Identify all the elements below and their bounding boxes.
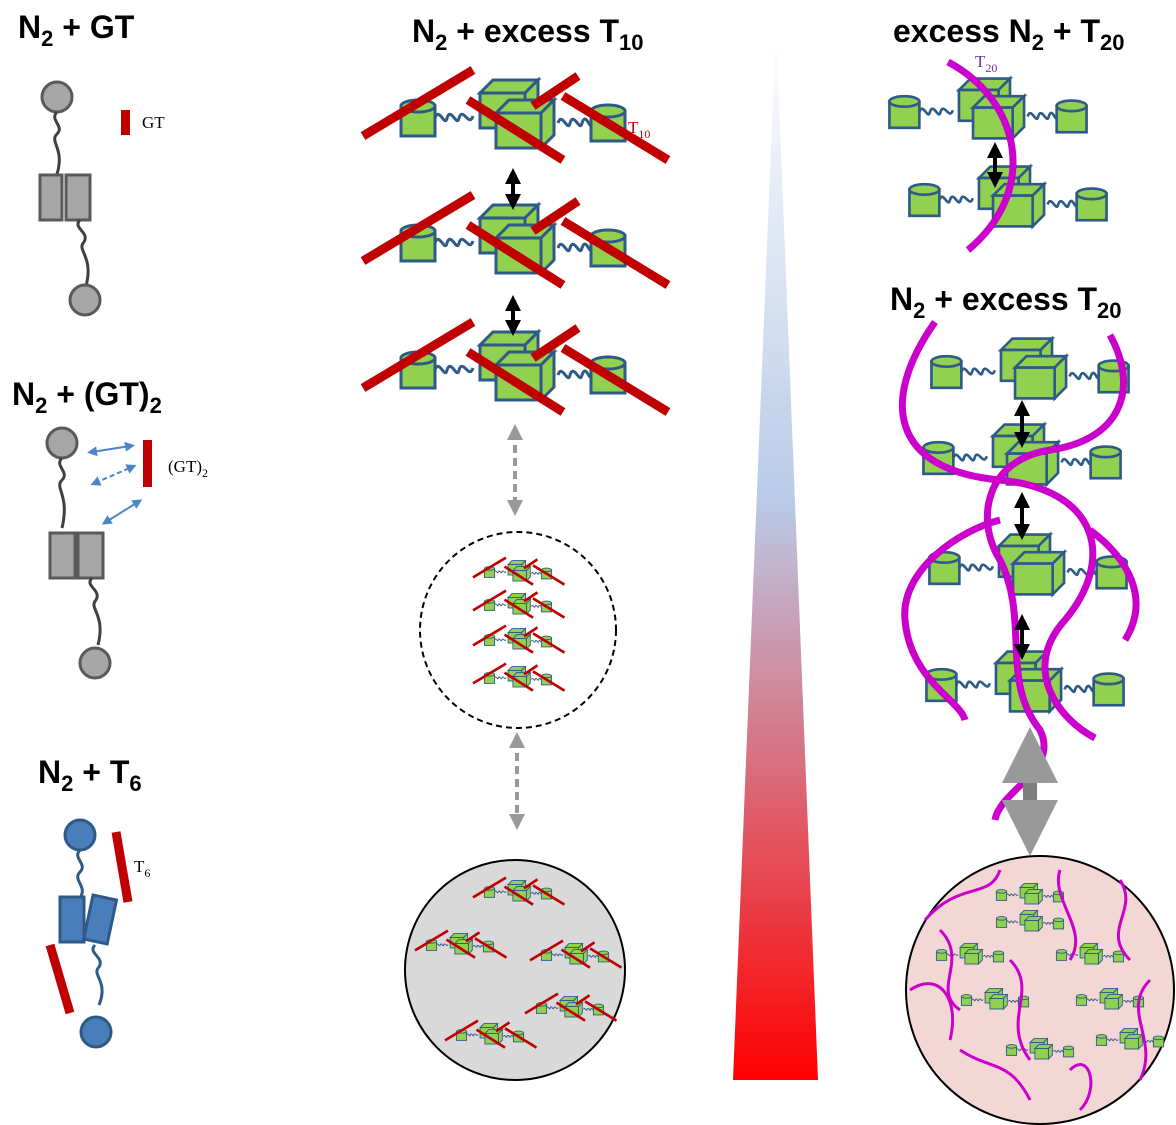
complex	[363, 70, 668, 160]
panel-gt: N2 + GT GT	[18, 9, 165, 315]
diagram: N2 + GT GT N2 + (GT)2 (GT)2 N2 + T6 T6 N…	[0, 0, 1176, 1125]
t6-label: T6	[134, 857, 150, 880]
panel-title: excess N2 + T20	[893, 13, 1125, 55]
panel-title: N2 + excess T20	[890, 281, 1122, 323]
panel-right-bottom: N2 + excess T20	[890, 281, 1174, 1124]
gt-label: GT	[142, 113, 165, 132]
panel-title: N2 + excess T10	[412, 13, 644, 55]
complex	[363, 195, 668, 285]
panel-title: N2 + (GT)2	[12, 376, 162, 418]
panel-gt2: N2 + (GT)2 (GT)2	[12, 376, 208, 678]
panel-right-top: excess N2 + T20 T20	[889, 13, 1124, 250]
gradient-triangle	[733, 25, 818, 1080]
panel-title: N2 + T6	[38, 754, 142, 796]
panel-title: N2 + GT	[18, 9, 135, 51]
t20-label: T20	[975, 52, 997, 75]
gt2-label: (GT)2	[168, 457, 208, 480]
panel-middle: N2 + excess T10 T10	[363, 13, 668, 1080]
complex	[363, 322, 668, 412]
panel-t6: N2 + T6 T6	[38, 754, 150, 1047]
